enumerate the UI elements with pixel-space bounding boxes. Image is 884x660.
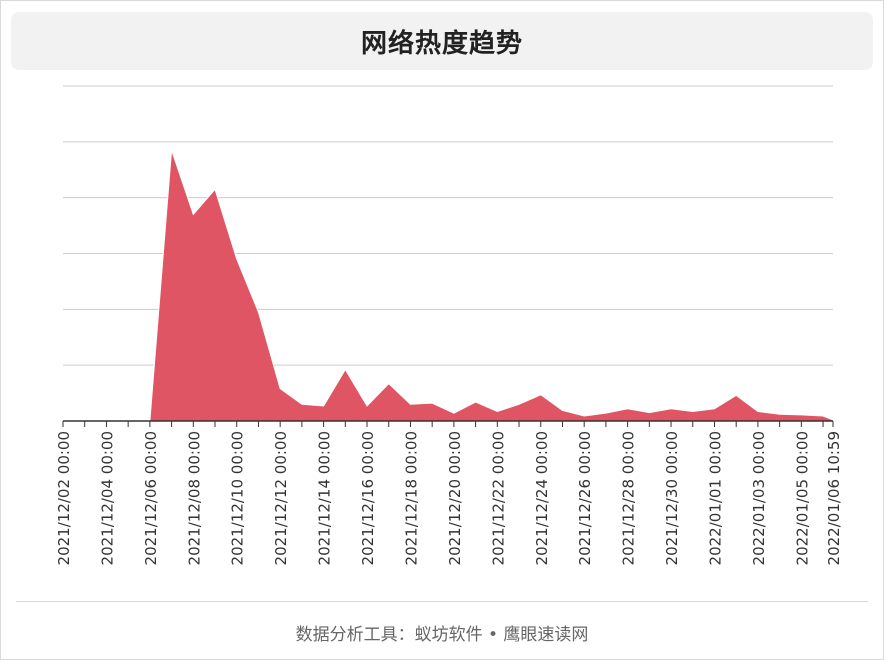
x-tick-label: 2021/12/12 00:00 bbox=[272, 431, 290, 565]
footer-source: 数据分析工具：蚁坊软件 • 鹰眼速读网 bbox=[295, 625, 589, 645]
x-tick-label: 2021/12/22 00:00 bbox=[489, 431, 507, 565]
x-tick-label: 2021/12/02 00:00 bbox=[55, 431, 73, 565]
x-tick-label: 2021/12/04 00:00 bbox=[98, 431, 116, 565]
x-tick-label: 2021/12/26 00:00 bbox=[576, 431, 594, 565]
title-bar: 网络热度趋势 bbox=[11, 12, 873, 70]
x-tick-label: 2021/12/14 00:00 bbox=[316, 431, 334, 565]
chart-title: 网络热度趋势 bbox=[360, 28, 523, 59]
x-tick-label: 2021/12/06 00:00 bbox=[142, 431, 160, 565]
x-tick-label: 2021/12/08 00:00 bbox=[185, 431, 203, 565]
x-tick-label: 2022/01/03 00:00 bbox=[750, 431, 768, 565]
x-axis bbox=[62, 420, 834, 427]
trend-chart: 2021/12/02 00:00 2021/12/04 00:00 2021/12/… bbox=[55, 85, 843, 565]
x-tick-label: 2021/12/30 00:00 bbox=[663, 431, 681, 565]
x-tick-label: 2022/01/05 00:00 bbox=[793, 431, 811, 565]
footer-divider bbox=[16, 601, 868, 602]
x-tick-label: 2021/12/16 00:00 bbox=[359, 431, 377, 565]
x-tick-label: 2021/12/28 00:00 bbox=[620, 431, 638, 565]
x-tick-label: 2022/01/01 00:00 bbox=[706, 431, 724, 565]
heat-area bbox=[63, 150, 834, 422]
x-tick-label: 2022/01/06 10:59 bbox=[825, 431, 843, 565]
x-tick-label: 2021/12/20 00:00 bbox=[446, 431, 464, 565]
x-tick-label: 2021/12/24 00:00 bbox=[533, 431, 551, 565]
x-tick-label: 2021/12/10 00:00 bbox=[229, 431, 247, 565]
x-tick-label: 2021/12/18 00:00 bbox=[402, 431, 420, 565]
x-tick-labels: 2021/12/02 00:00 2021/12/04 00:00 2021/12/… bbox=[55, 431, 843, 565]
